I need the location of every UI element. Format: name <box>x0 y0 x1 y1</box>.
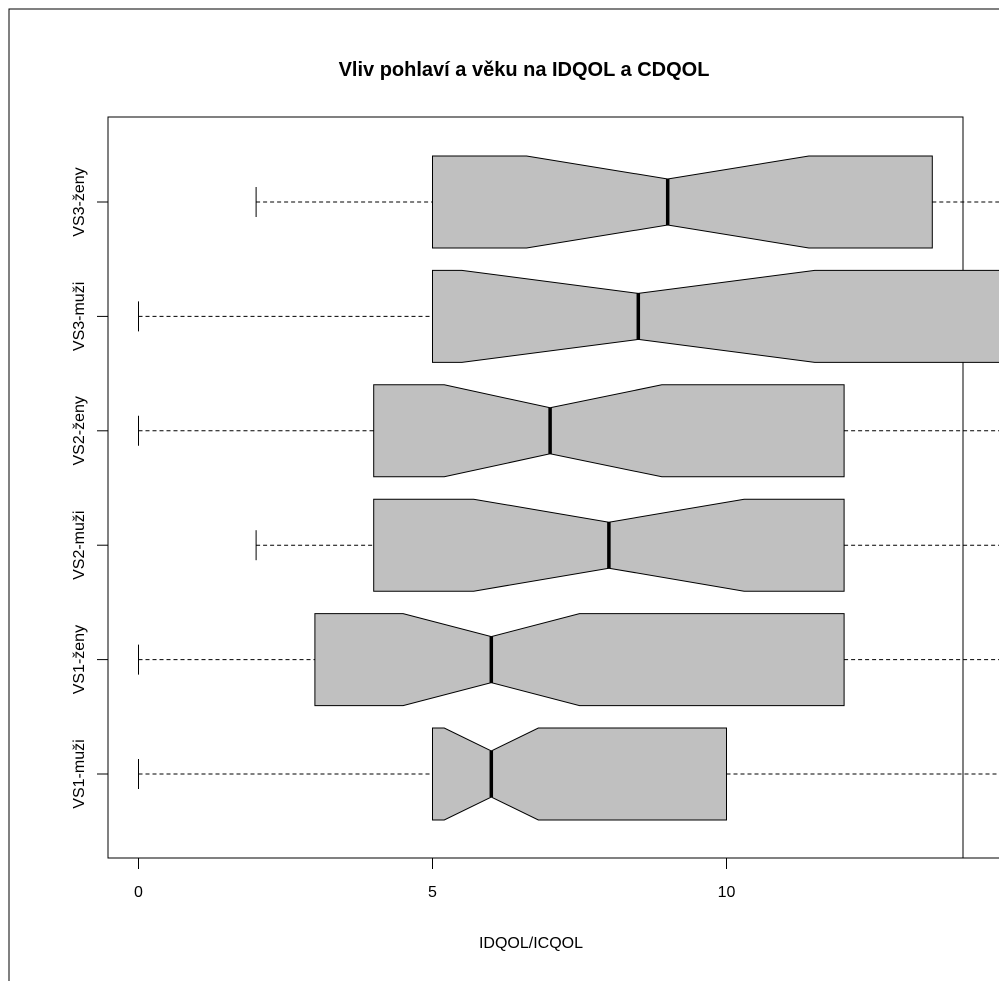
box-group-6 <box>255 155 999 249</box>
chart-title: Vliv pohlaví a věku na IDQOL a CDQOL <box>339 59 710 81</box>
y-tick-label: VS3-muži <box>71 282 88 351</box>
x-tick-label: 0 <box>134 884 143 901</box>
notched-box <box>314 613 845 707</box>
y-tick-label: VS2-muži <box>71 511 88 580</box>
x-axis-label: IDQOL/ICQOL <box>479 935 583 952</box>
box-group-2 <box>138 613 999 707</box>
notched-box <box>432 269 999 363</box>
boxes-layer <box>138 155 999 821</box>
x-axis: 0510152025 <box>134 857 999 901</box>
box-group-4 <box>138 384 999 478</box>
y-tick-label: VS3-ženy <box>71 167 88 236</box>
box-group-1 <box>138 727 999 821</box>
y-tick-label: VS2-ženy <box>71 396 88 465</box>
y-tick-label: VS1-ženy <box>71 625 88 694</box>
x-tick-label: 10 <box>718 884 736 901</box>
y-tick-label: VS1-muži <box>71 739 88 808</box>
box-group-3 <box>255 498 999 592</box>
box-group-5 <box>138 269 999 363</box>
figure-border <box>8 8 999 981</box>
x-tick-label: 5 <box>428 884 437 901</box>
y-axis: VS1-muži VS1-ženy VS2-muži VS2-ženy VS3-muži… <box>71 167 109 809</box>
notched-box <box>373 384 845 478</box>
notched-box <box>432 727 727 821</box>
notched-box <box>432 155 933 249</box>
